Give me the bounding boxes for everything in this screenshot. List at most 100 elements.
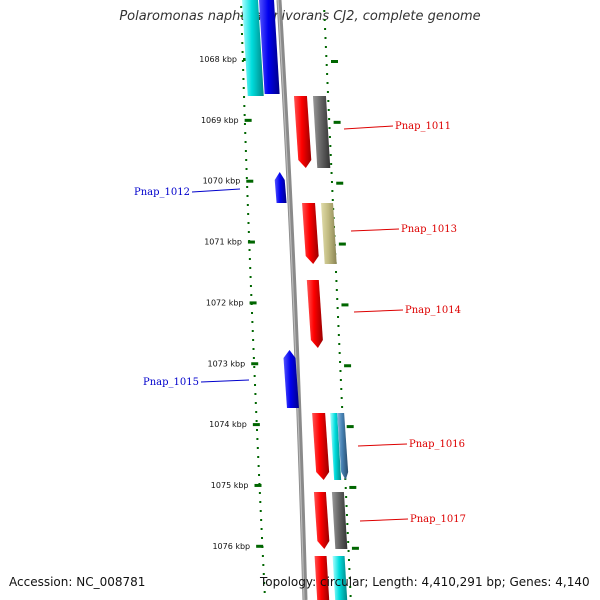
- tick-mark-inner: [331, 60, 338, 63]
- tick-mark: [247, 240, 255, 244]
- label-leader-line: [350, 228, 400, 232]
- ruler-dot: [249, 276, 252, 278]
- ruler-dot: [254, 393, 257, 395]
- ruler-dot: [256, 447, 259, 449]
- ruler-dot: [337, 325, 340, 327]
- ruler-dot: [328, 118, 331, 120]
- tick-mark-inner: [333, 120, 341, 124]
- ruler-dot: [243, 96, 246, 98]
- ruler-dot: [327, 100, 330, 102]
- ruler-dot: [337, 334, 340, 336]
- ruler-dot: [245, 168, 248, 170]
- ruler-dot: [337, 316, 340, 318]
- ruler-dot: [330, 181, 333, 183]
- ruler-dot: [251, 312, 254, 314]
- ruler-dot: [339, 361, 342, 363]
- label-leader-line: [191, 188, 241, 193]
- ruler-dot: [247, 231, 250, 233]
- tick-mark-inner: [346, 425, 354, 429]
- gene-label-pnap-1016[interactable]: Pnap_1016: [409, 439, 465, 450]
- ruler-dot: [349, 586, 352, 588]
- ruler-dot: [347, 559, 350, 561]
- ruler-dot: [340, 388, 343, 390]
- ruler-dot: [335, 289, 338, 291]
- ruler-dot: [344, 487, 347, 489]
- gene-block-steelblue: [337, 413, 349, 480]
- tick-mark-inner: [341, 303, 349, 307]
- ruler-dot: [348, 568, 351, 570]
- ruler-dot: [248, 258, 251, 260]
- gene-features: [242, 0, 349, 600]
- gene-label-pnap-1014[interactable]: Pnap_1014: [405, 305, 461, 316]
- ruler-dot: [245, 177, 248, 179]
- ruler-dot: [259, 510, 262, 512]
- ruler-dot: [330, 172, 333, 174]
- ruler-dot: [324, 46, 327, 48]
- gene-label-pnap-1015[interactable]: Pnap_1015: [143, 377, 199, 388]
- ruler-dot: [240, 15, 243, 17]
- ruler-dot: [339, 370, 342, 372]
- ruler-dot: [240, 24, 243, 26]
- ruler-dot: [253, 375, 256, 377]
- ruler-dot: [336, 298, 339, 300]
- tick-mark-inner: [336, 181, 344, 185]
- tick-label: 1076 kbp: [212, 542, 250, 551]
- gene-label-pnap-1017[interactable]: Pnap_1017: [410, 514, 466, 525]
- gene-block-khaki: [321, 203, 337, 264]
- tick-mark-inner: [349, 485, 357, 489]
- ruler-dot: [347, 541, 350, 543]
- ruler-dot: [328, 127, 331, 129]
- ruler-dot: [243, 105, 246, 107]
- gene-arrow-pnap-1017: [313, 492, 330, 549]
- tick-label: 1071 kbp: [204, 238, 242, 247]
- ruler-dot: [324, 37, 327, 39]
- tick-label: 1073 kbp: [208, 359, 246, 368]
- ruler-dot: [325, 64, 328, 66]
- ruler-dot: [255, 411, 258, 413]
- ruler-dot: [261, 537, 264, 539]
- gene-arrow-pnap-1012: [274, 172, 287, 203]
- ruler-dot: [338, 352, 341, 354]
- ruler-dot: [331, 190, 334, 192]
- gene-arrow-pnap-1011: [293, 96, 312, 168]
- ruler-dot: [249, 267, 252, 269]
- ruler-dot: [256, 438, 259, 440]
- ruler-dot: [252, 348, 255, 350]
- gene-label-pnap-1011[interactable]: Pnap_1011: [395, 121, 451, 132]
- tick-mark: [254, 483, 262, 487]
- ruler-dot: [345, 496, 348, 498]
- ruler-dot: [244, 150, 247, 152]
- ruler-dot: [335, 271, 338, 273]
- gene-block-cyan: [242, 0, 264, 96]
- ruler-dot: [242, 87, 245, 89]
- ruler-dot: [246, 204, 249, 206]
- gene-arrow-pnap-1014: [306, 280, 323, 348]
- ruler-dot: [241, 33, 244, 35]
- ruler-dot: [260, 528, 263, 530]
- gene-label-pnap-1012[interactable]: Pnap_1012: [134, 187, 190, 198]
- ruler-dot: [348, 577, 351, 579]
- ruler-dot: [346, 523, 349, 525]
- ruler-dot: [330, 163, 333, 165]
- ruler-dot: [251, 321, 254, 323]
- ruler-dot: [326, 73, 329, 75]
- ruler-dot: [249, 285, 252, 287]
- gene-block-blue: [259, 0, 280, 94]
- ruler-dot: [323, 19, 326, 21]
- gene-block-gray: [331, 492, 348, 549]
- label-leader-line: [359, 518, 409, 522]
- genome-backbone-highlight: [277, 0, 305, 600]
- ruler-dot: [331, 199, 334, 201]
- tick-label: 1070 kbp: [203, 177, 241, 186]
- ruler-dot: [260, 519, 263, 521]
- ruler-dot: [324, 28, 327, 30]
- tick-mark: [256, 544, 264, 548]
- gene-label-pnap-1013[interactable]: Pnap_1013: [401, 224, 457, 235]
- map-title: Polaromonas naphthalenivorans CJ2, compl…: [119, 9, 481, 24]
- gene-block-cyan: [332, 556, 348, 600]
- tick-mark: [251, 362, 259, 366]
- ruler-dot: [242, 78, 245, 80]
- ruler-dot: [245, 159, 248, 161]
- tick-mark: [244, 118, 252, 122]
